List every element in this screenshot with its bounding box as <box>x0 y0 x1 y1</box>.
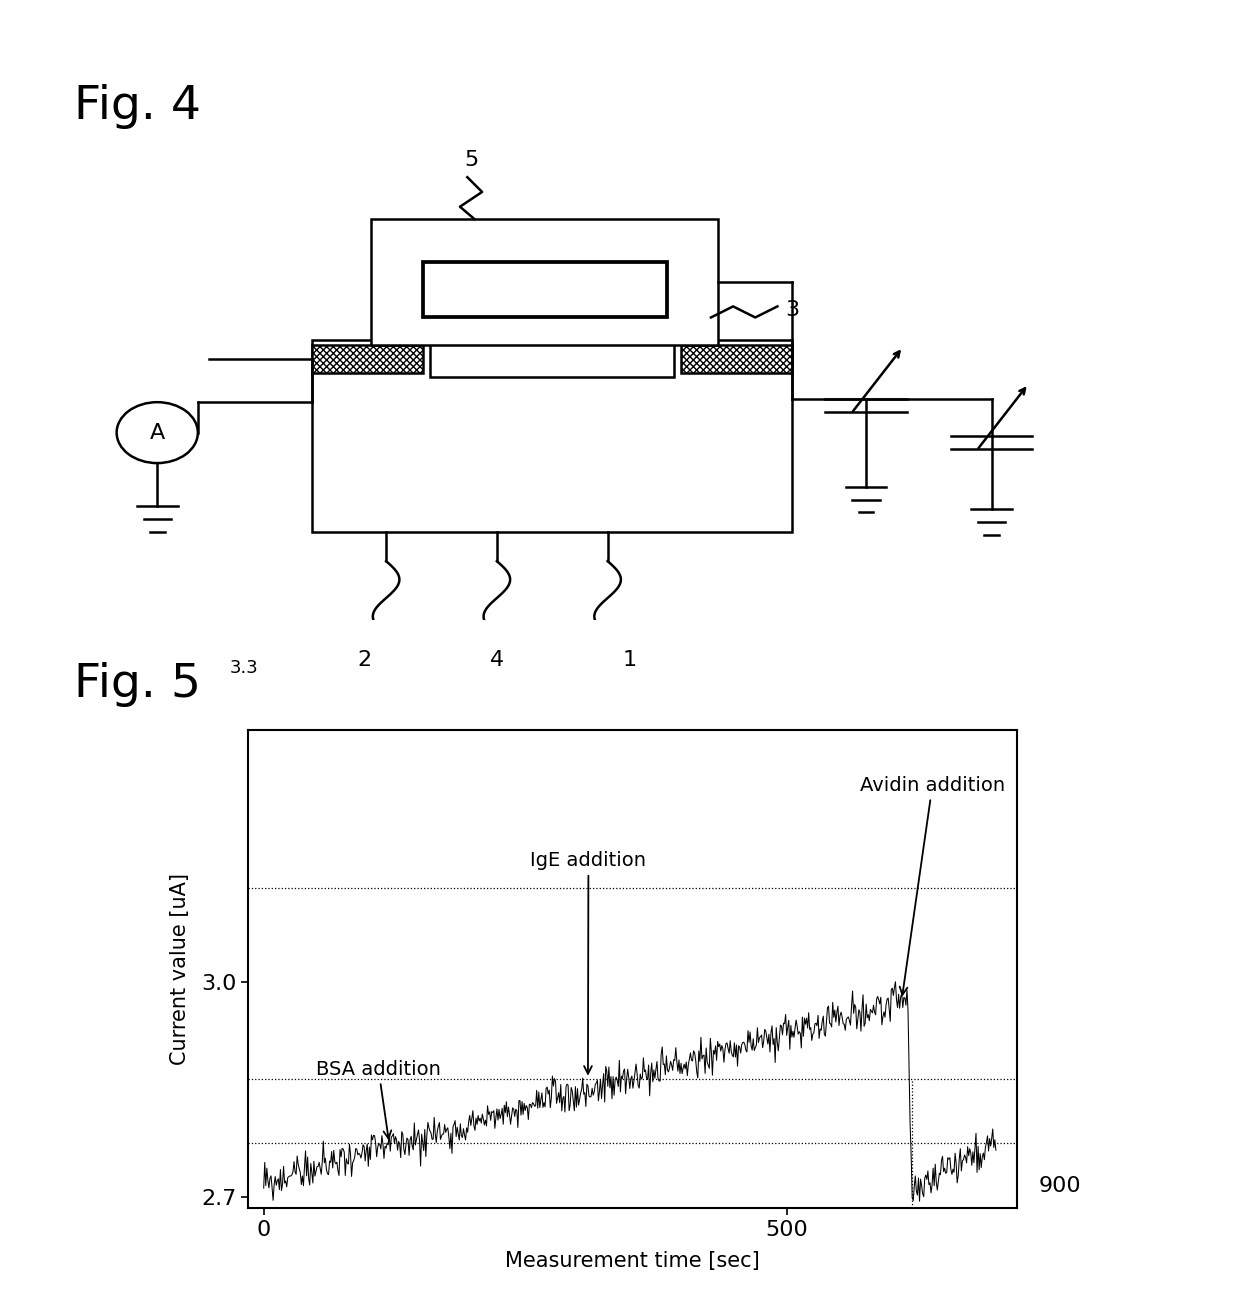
Bar <box>423 262 667 318</box>
Bar <box>312 345 423 373</box>
Ellipse shape <box>117 402 198 463</box>
Text: 3.3: 3.3 <box>229 659 258 677</box>
Text: BSA addition: BSA addition <box>316 1059 441 1138</box>
Text: 2: 2 <box>357 650 371 669</box>
Text: 1: 1 <box>622 650 637 669</box>
Y-axis label: Current value [uA]: Current value [uA] <box>170 873 190 1065</box>
Text: Fig. 4: Fig. 4 <box>74 84 201 129</box>
Text: A: A <box>150 422 165 443</box>
Text: 4: 4 <box>490 650 503 669</box>
Bar <box>312 340 792 531</box>
Text: 3: 3 <box>785 300 799 320</box>
Text: 900: 900 <box>1039 1176 1081 1196</box>
Bar <box>371 220 718 345</box>
Bar <box>682 345 792 373</box>
X-axis label: Measurement time [sec]: Measurement time [sec] <box>505 1251 760 1271</box>
Text: 5: 5 <box>464 150 479 169</box>
Text: Avidin addition: Avidin addition <box>859 775 1006 995</box>
Text: IgE addition: IgE addition <box>531 851 646 1074</box>
Text: Fig. 5: Fig. 5 <box>74 662 201 707</box>
Bar <box>430 341 675 376</box>
